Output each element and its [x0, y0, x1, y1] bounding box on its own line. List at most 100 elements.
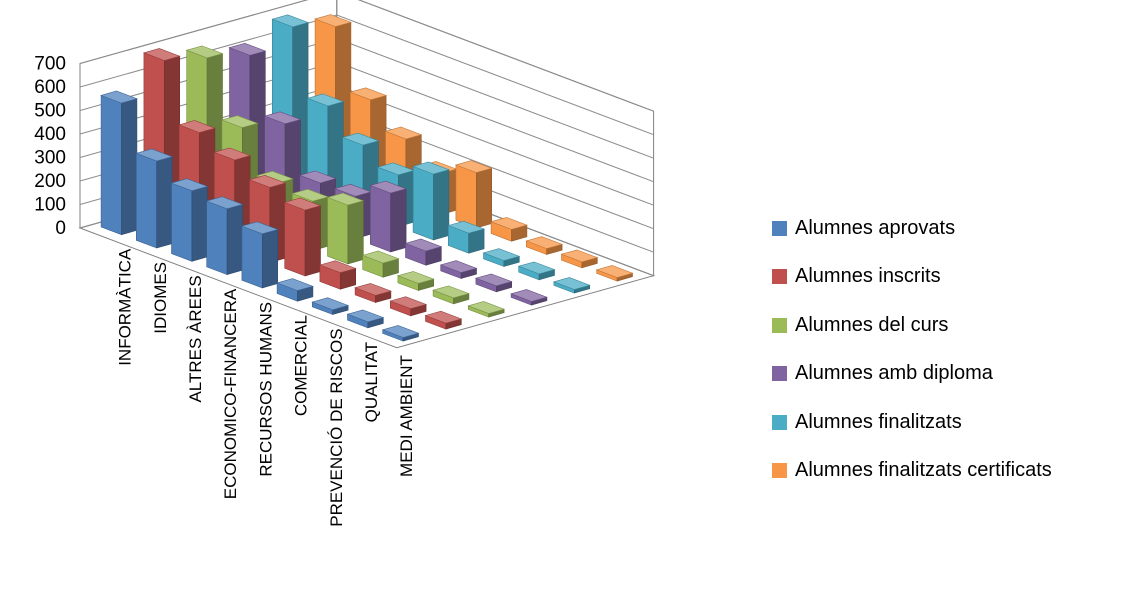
bar-front-face — [100, 94, 122, 236]
bar-front-face — [327, 196, 349, 265]
x-tick-label: PREVENCIÓ DE RISCOS — [327, 328, 346, 526]
bar-top-face — [240, 221, 279, 235]
legend-label: Alumnes finalitzats — [795, 410, 962, 433]
bar — [517, 261, 556, 281]
legend-label: Alumnes finalitzats certificats — [795, 459, 1052, 482]
bar — [412, 161, 450, 241]
bar-top-face — [454, 160, 493, 173]
bar-top-face — [314, 14, 352, 27]
bar — [346, 309, 385, 329]
bar-top-face — [467, 301, 506, 314]
bar-top-face — [349, 87, 388, 101]
y-tick-label: 700 — [34, 54, 66, 75]
bar — [424, 310, 463, 330]
bar-top-face — [404, 238, 443, 252]
bar-side-face — [191, 186, 208, 262]
bar — [432, 285, 470, 305]
bar-top-face — [178, 120, 216, 133]
bar — [474, 273, 513, 293]
legend-item: Alumnes aprovats — [772, 204, 1141, 253]
bar-top-face — [432, 285, 470, 299]
bar-top-face — [228, 42, 267, 56]
legend-swatch — [772, 220, 787, 236]
chart-bars — [100, 14, 634, 342]
legend-label: Alumnes del curs — [795, 313, 949, 336]
legend-item: Alumnes finalitzats — [772, 398, 1141, 447]
chart-legend: Alumnes aprovats Alumnes inscrits Alumnes … — [772, 204, 1141, 495]
bar-top-face — [271, 14, 310, 28]
bar — [283, 197, 322, 277]
x-tick-label: RECURSOS HUMANS — [256, 302, 275, 477]
bar-top-face — [205, 196, 244, 210]
bar — [396, 271, 435, 291]
bar-top-face — [517, 261, 556, 275]
bar — [490, 217, 528, 242]
bar-front-face — [241, 225, 263, 289]
bar-side-face — [156, 156, 173, 249]
bar-top-face — [552, 277, 591, 290]
x-tick-label: IDIOMES — [151, 262, 170, 334]
bar-top-face — [439, 260, 478, 273]
bar-side-face — [390, 188, 407, 253]
x-tick-label: ALTRES ÀREES — [186, 275, 205, 402]
bar-top-face — [412, 161, 450, 175]
bar-top-face — [595, 265, 634, 278]
legend-item: Alumnes amb diploma — [772, 350, 1141, 399]
y-tick-label: 100 — [34, 195, 66, 216]
x-tick-label: MEDI AMBIENT — [397, 355, 416, 477]
bar-top-face — [346, 309, 385, 323]
bar-front-face — [455, 164, 477, 229]
legend-swatch — [772, 269, 787, 285]
bar — [439, 260, 478, 279]
bar-side-face — [475, 167, 493, 229]
bar — [525, 236, 564, 255]
bar-top-face — [389, 296, 428, 310]
legend-label: Alumnes amb diploma — [795, 362, 993, 385]
bar-front-face — [136, 152, 157, 249]
bar-top-face — [474, 273, 513, 287]
x-tick-label: COMERCIAL — [292, 315, 311, 416]
bar — [100, 90, 138, 236]
legend-swatch — [772, 317, 787, 333]
bar-top-face — [306, 93, 345, 107]
bar-top-face — [396, 271, 435, 284]
bar-top-face — [311, 297, 350, 311]
bar-top-face — [283, 197, 322, 211]
bar-top-face — [185, 45, 224, 59]
bar-top-face — [525, 236, 564, 249]
bar-front-face — [206, 200, 228, 276]
bar-side-face — [433, 169, 450, 241]
gridline — [79, 0, 654, 112]
bar — [361, 250, 400, 278]
bar — [381, 325, 420, 342]
bar-top-face — [381, 325, 420, 338]
bar-top-face — [447, 220, 486, 234]
legend-item: Alumnes finalitzats certificats — [772, 447, 1141, 496]
x-tick-label: INFORMÀTICA — [116, 248, 135, 366]
bar-top-face — [135, 148, 174, 162]
bar-top-face — [170, 178, 209, 192]
legend-swatch — [772, 366, 787, 382]
bar — [369, 180, 408, 253]
bar — [311, 297, 350, 315]
bar-side-face — [121, 98, 138, 236]
bar — [276, 278, 314, 302]
legend-item: Alumnes del curs — [772, 301, 1141, 350]
bar — [560, 249, 599, 269]
y-tick-label: 200 — [34, 171, 66, 192]
bar-top-face — [276, 278, 314, 291]
legend-swatch — [772, 463, 787, 479]
bar-top-face — [560, 249, 599, 263]
y-tick-label: 400 — [34, 124, 66, 145]
legend-swatch — [772, 414, 787, 430]
bar-top-face — [220, 115, 259, 128]
bar-top-face — [384, 126, 423, 140]
x-tick-label: ECONOMICO-FINANCERA — [221, 288, 240, 499]
legend-label: Alumnes aprovats — [795, 216, 956, 239]
bar-top-face — [482, 248, 521, 261]
x-axis-tick-labels: INFORMÀTICA IDIOMES ALTRES ÀREES ECONOMICO-… — [116, 248, 417, 527]
bar-top-face — [510, 289, 548, 302]
bar-side-face — [347, 200, 364, 265]
bar-top-face — [100, 90, 138, 104]
